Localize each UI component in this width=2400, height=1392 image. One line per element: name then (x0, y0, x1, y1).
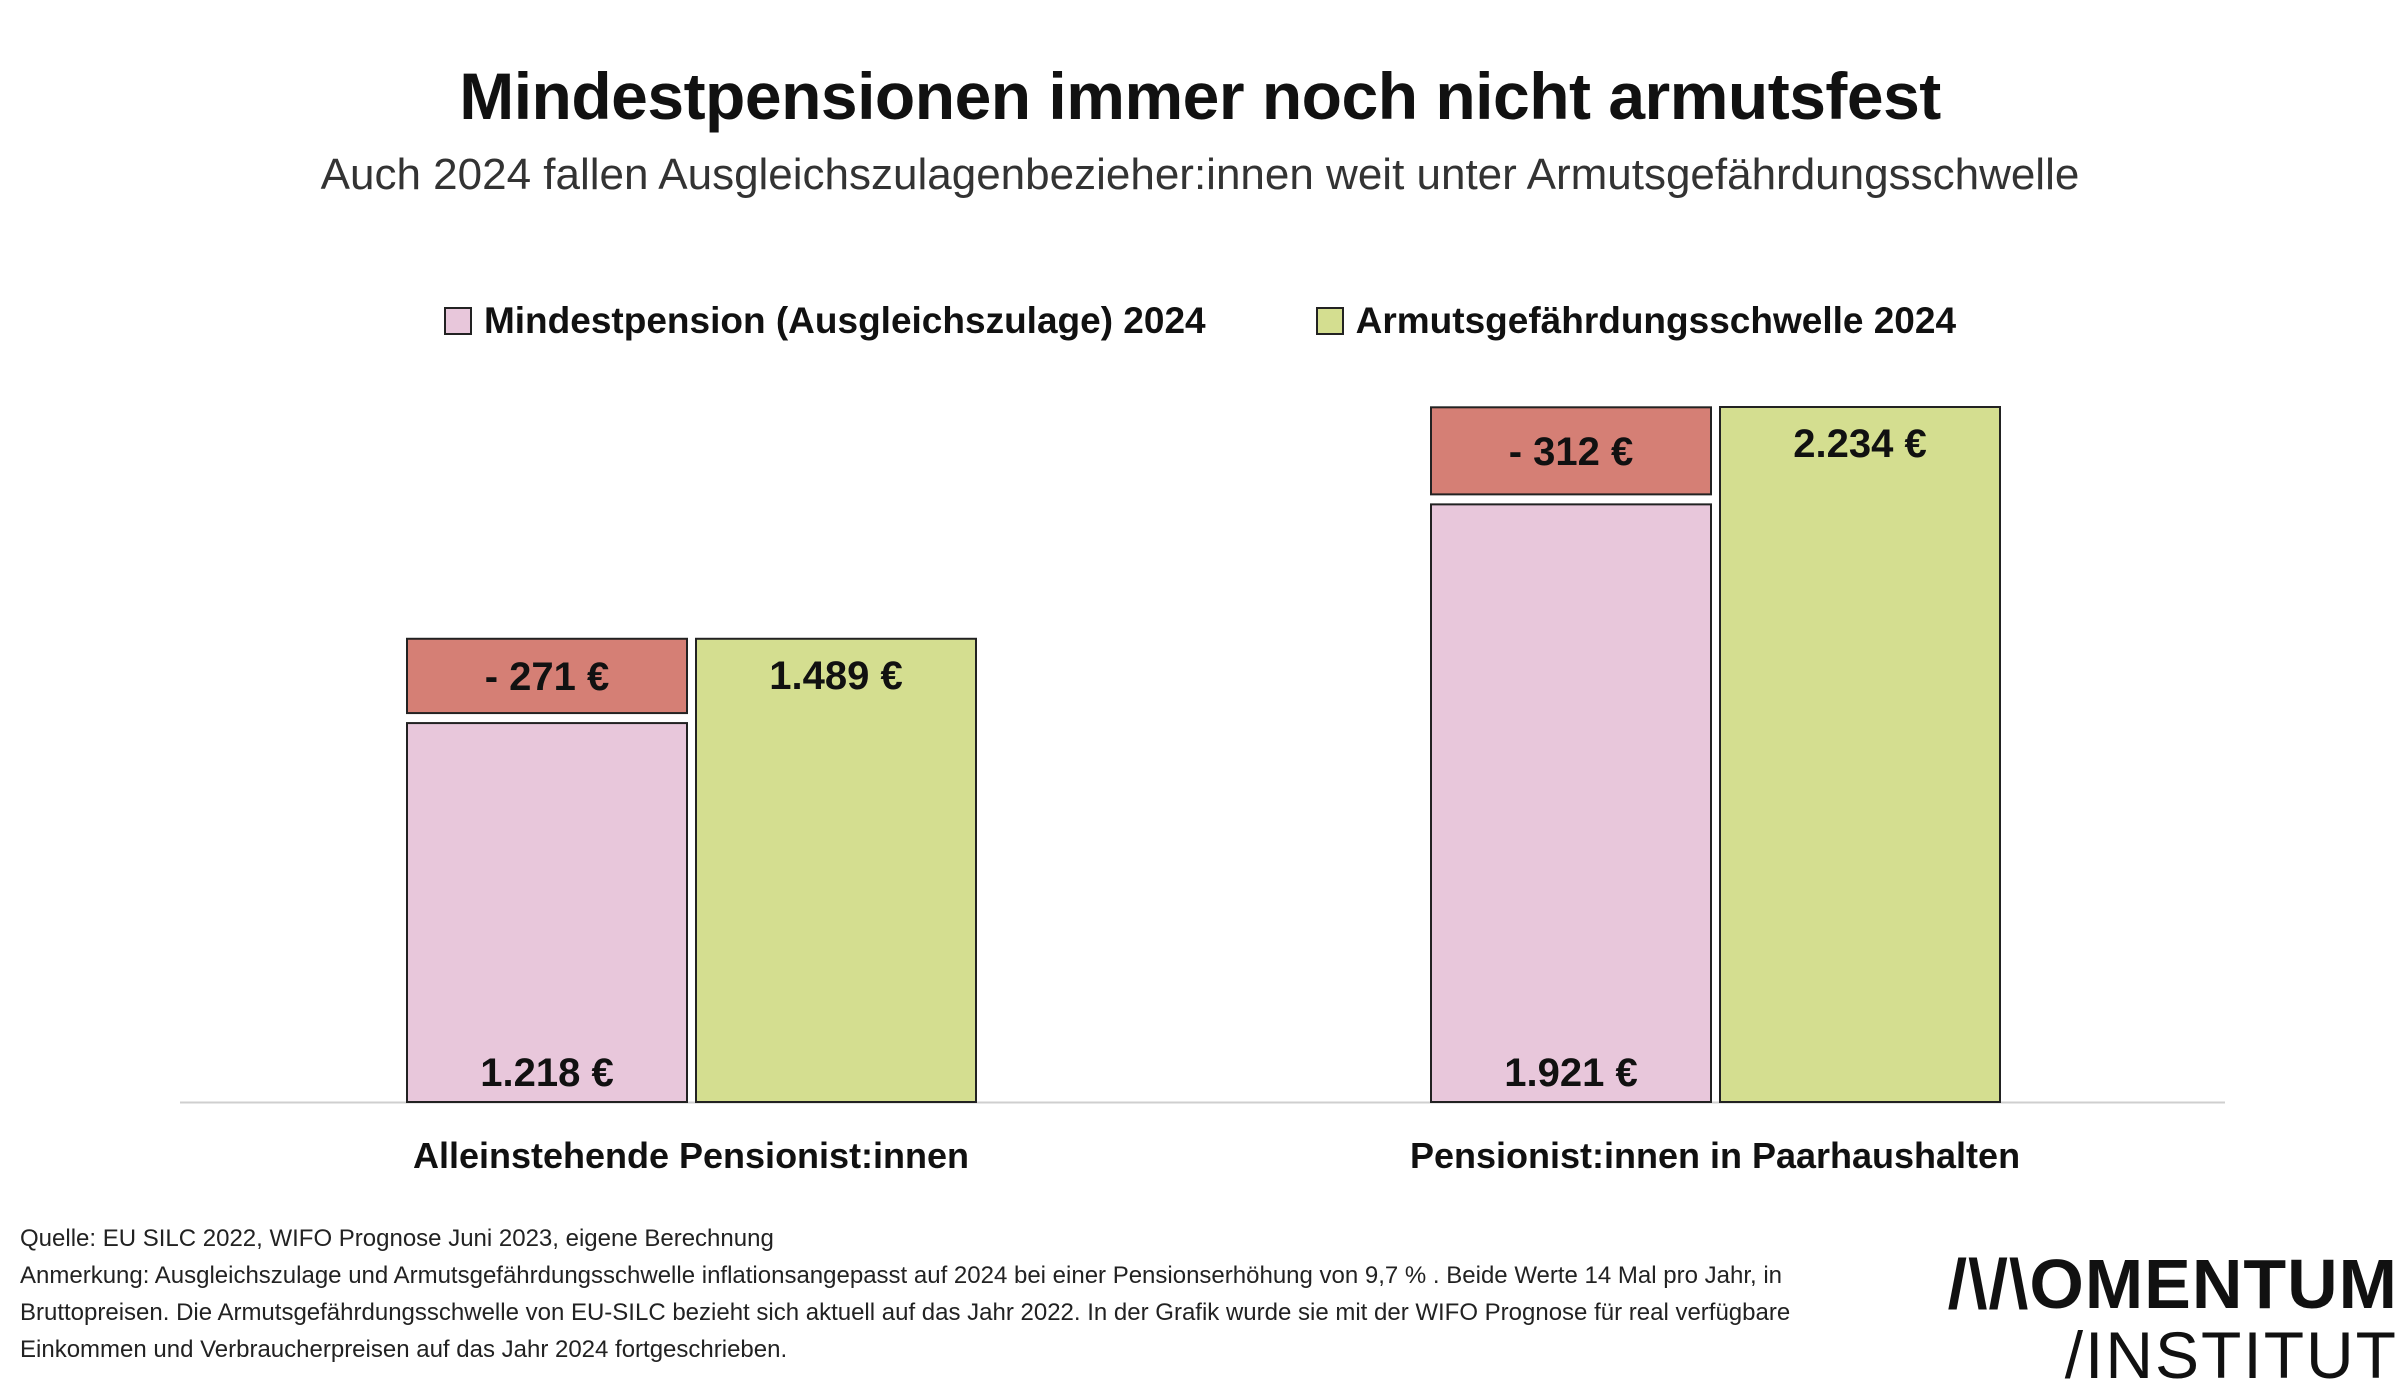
category-label-0: Alleinstehende Pensionist:innen (413, 1135, 969, 1176)
momentum-logo: /\/\OMENTUM /INSTITUT (1948, 1248, 2398, 1390)
bar-chart: 1.218 € - 271 € 1.489 € Alleinstehende Pens… (0, 0, 2400, 1375)
bar-mindestpension-1 (1431, 504, 1711, 1102)
bar-mindestpension-0 (407, 723, 687, 1102)
source-line: Quelle: EU SILC 2022, WIFO Prognose Juni… (20, 1220, 1850, 1257)
data-label-armutsgefaehrdung-1: 2.234 € (1793, 422, 1926, 466)
logo-line-momentum: /\/\OMENTUM (1948, 1248, 2398, 1320)
data-label-gap-1: - 312 € (1509, 430, 1634, 474)
category-label-1: Pensionist:innen in Paarhaushalten (1410, 1135, 2020, 1176)
data-label-armutsgefaehrdung-0: 1.489 € (769, 654, 902, 698)
data-label-gap-0: - 271 € (485, 655, 610, 699)
note-line: Anmerkung: Ausgleichszulage und Armutsge… (20, 1257, 1850, 1368)
data-label-mindestpension-0: 1.218 € (480, 1051, 613, 1095)
footer-notes: Quelle: EU SILC 2022, WIFO Prognose Juni… (20, 1220, 1850, 1368)
bar-armutsgefaehrdung-1 (1720, 407, 2000, 1102)
bar-armutsgefaehrdung-0 (696, 639, 976, 1102)
logo-line-institut: /INSTITUT (1948, 1320, 2398, 1390)
data-label-mindestpension-1: 1.921 € (1504, 1051, 1637, 1095)
